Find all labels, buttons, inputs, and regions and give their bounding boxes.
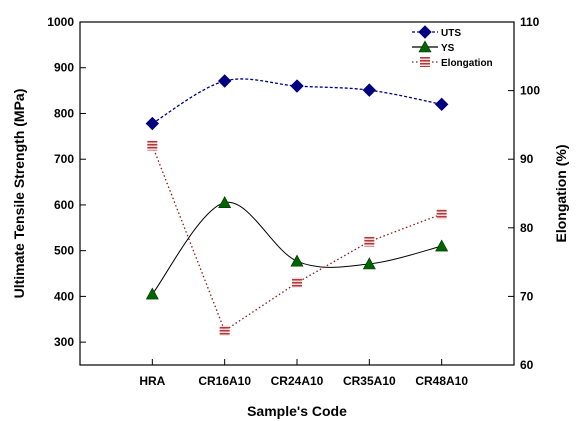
markers-layer	[145, 74, 449, 336]
uts-data-point	[145, 116, 160, 131]
ticks-layer: 300 400 500 600 700 800 900 1000 60 70 80 90 100 110 H…	[47, 15, 540, 388]
x-tick-label: CR35A10	[343, 374, 396, 388]
x-axis-title: Sample's Code	[247, 403, 347, 419]
y-tick-label: 800	[54, 106, 74, 120]
plot-frame	[79, 21, 515, 366]
elongation-data-point	[364, 236, 375, 247]
y2-tick-label: 100	[520, 84, 540, 98]
y-axis-title: Ultimate Tensile Strength (MPa)	[11, 89, 27, 299]
uts-data-point	[217, 74, 232, 88]
y2-tick-label: 90	[520, 152, 534, 166]
legend-uts-marker	[418, 25, 432, 39]
y-tick-label: 500	[54, 244, 74, 258]
ys-series-line	[151, 202, 442, 295]
uts-data-point	[362, 83, 377, 97]
legend-elongation-marker	[420, 57, 430, 67]
elongation-data-point	[436, 209, 447, 220]
ys-data-point	[435, 239, 449, 252]
y-tick-label: 600	[54, 198, 74, 212]
elongation-data-point	[219, 325, 230, 336]
y2-tick-label: 110	[520, 15, 540, 29]
y2-tick-label: 80	[520, 221, 534, 235]
y2-tick-label: 60	[520, 358, 534, 372]
elongation-data-point	[147, 140, 158, 151]
elongation-series-line	[151, 145, 442, 332]
legend-uts-label: UTS	[441, 28, 461, 39]
y2-axis-title: Elongation (%)	[553, 145, 569, 243]
y-tick-label: 300	[54, 335, 74, 349]
ys-data-point	[218, 196, 232, 208]
legend-elongation-label: Elongation	[441, 58, 493, 69]
x-tick-label: CR24A10	[271, 374, 324, 388]
ys-data-point	[145, 287, 159, 300]
legend-ys-marker	[418, 40, 432, 53]
y-tick-label: 1000	[47, 15, 74, 29]
y-tick-label: 700	[54, 152, 74, 166]
uts-data-point	[290, 79, 304, 93]
legend-ys-label: YS	[441, 43, 455, 54]
y2-tick-label: 70	[520, 289, 534, 303]
y-tick-label: 400	[54, 289, 74, 303]
uts-data-point	[434, 97, 449, 112]
series-lines-layer	[151, 78, 442, 332]
elongation-data-point	[292, 277, 302, 288]
x-tick-label: CR16A10	[198, 374, 251, 388]
ys-data-point	[362, 257, 376, 270]
x-tick-label: CR48A10	[415, 374, 468, 388]
ys-data-point	[290, 254, 304, 267]
x-tick-label: HRA	[139, 374, 165, 388]
legend: UTS YS Elongation	[412, 25, 493, 69]
y-tick-label: 900	[54, 61, 74, 75]
